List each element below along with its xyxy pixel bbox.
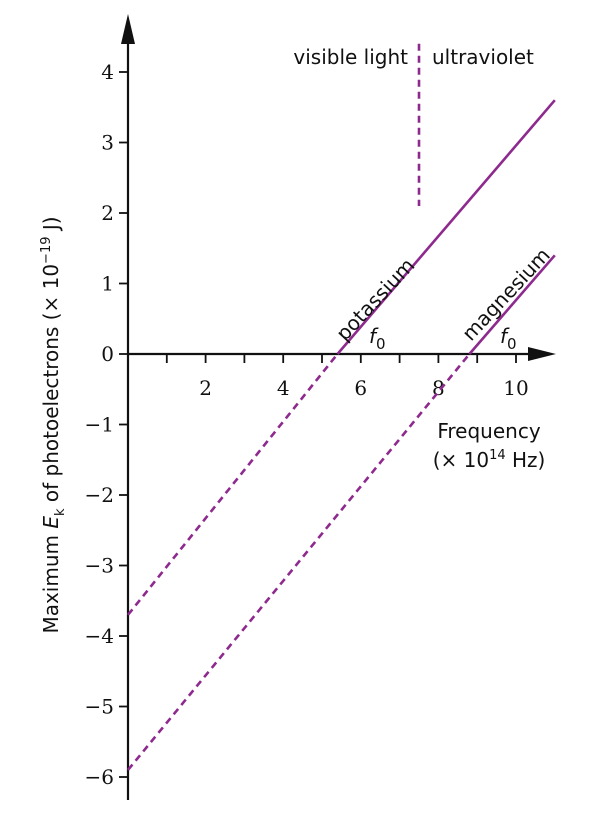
y-tick-label: −5: [85, 695, 114, 719]
x-axis-title-line2-start: (× 10: [433, 448, 489, 472]
y-axis-arrow: [121, 14, 135, 44]
x-axis-title-line2: (× 1014 Hz): [433, 448, 546, 472]
y-tick-label: 3: [101, 131, 114, 155]
x-tick-label: 10: [503, 376, 528, 400]
visible-light-label: visible light: [293, 45, 408, 69]
x-axis-arrow: [528, 347, 556, 361]
x-tick-label: 2: [199, 376, 212, 400]
y-axis-title-end: J): [39, 216, 63, 236]
magnesium-extrapolation-line: [126, 353, 471, 771]
y-axis-title-E: E: [39, 516, 63, 529]
y-axis-title-k: k: [53, 508, 68, 516]
magnesium-f0-f: f: [500, 324, 510, 348]
y-tick-label: −2: [85, 483, 114, 507]
potassium-f0-sub: 0: [376, 335, 386, 353]
y-axis-title-sup: −19: [39, 237, 54, 264]
y-tick-label: −4: [85, 624, 114, 648]
x-axis-title-end: Hz): [506, 448, 546, 472]
ultraviolet-label: ultraviolet: [432, 45, 534, 69]
x-axis-title-sup: 14: [489, 448, 506, 463]
potassium-line: [336, 99, 556, 355]
y-tick-label: −1: [85, 413, 114, 437]
y-tick-label: 1: [101, 272, 114, 296]
magnesium-f0-sub: 0: [507, 335, 517, 353]
x-tick-label: 4: [277, 376, 290, 400]
y-axis-title-mid: of photoelectrons (× 10: [39, 264, 63, 509]
potassium-f0-f: f: [369, 324, 379, 348]
y-tick-label: −6: [85, 765, 114, 789]
y-tick-label: −3: [85, 554, 114, 578]
magnesium-f0-label: f0: [500, 324, 517, 353]
potassium-f0-label: f0: [369, 324, 386, 353]
y-tick-label: 0: [101, 342, 114, 366]
x-tick-label: 6: [354, 376, 367, 400]
y-axis-title-prefix: Maximum: [39, 529, 63, 634]
potassium-extrapolation-line: [126, 353, 339, 616]
magnesium-line: [468, 254, 556, 355]
x-axis-title-line1: Frequency: [437, 419, 540, 443]
y-tick-label: 2: [101, 201, 114, 225]
y-tick-label: 4: [101, 60, 114, 84]
y-axis-title: Maximum Ek of photoelectrons (× 10−19 J): [39, 216, 68, 633]
